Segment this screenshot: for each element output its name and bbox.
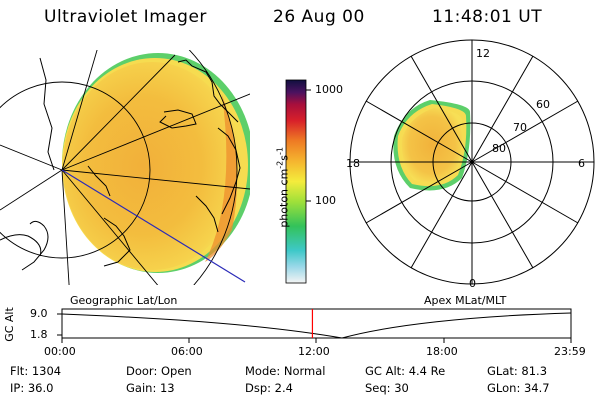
mlt-label-12: 12 bbox=[476, 47, 490, 60]
alt-axis-title: GC Alt bbox=[2, 307, 16, 342]
polar-plot bbox=[349, 39, 595, 285]
apex-map-label: Apex MLat/MLT bbox=[424, 294, 507, 307]
time-tick-2359: 23:59 bbox=[554, 345, 586, 358]
status-mode: Mode: Normal bbox=[245, 364, 326, 378]
lat-label-60: 60 bbox=[536, 98, 550, 111]
instrument-title: Ultraviolet Imager bbox=[44, 7, 207, 27]
geographic-image bbox=[0, 50, 250, 285]
color-bar bbox=[285, 79, 307, 284]
date-label: 26 Aug 00 bbox=[273, 7, 365, 27]
time-tick-0000: 00:00 bbox=[44, 345, 76, 358]
time-tick-0600: 06:00 bbox=[171, 345, 203, 358]
colorbar-tick-1000: 1000 bbox=[315, 83, 343, 96]
lat-label-80: 80 bbox=[492, 142, 506, 155]
status-flt: Flt: 1304 bbox=[10, 364, 62, 378]
alt-tick-9: 9.0 bbox=[30, 307, 48, 320]
status-gain: Gain: 13 bbox=[126, 381, 175, 395]
time-tick-1200: 12:00 bbox=[298, 345, 330, 358]
status-ip: IP: 36.0 bbox=[10, 381, 54, 395]
status-door: Door: Open bbox=[126, 364, 192, 378]
time-tick-1800: 18:00 bbox=[426, 345, 458, 358]
altitude-plot bbox=[57, 308, 572, 343]
mlt-label-18: 18 bbox=[346, 157, 360, 170]
mlt-label-6: 6 bbox=[578, 157, 585, 170]
status-glat: GLat: 81.3 bbox=[487, 364, 548, 378]
colorbar-unit-label: photon cm-2s-1 bbox=[275, 147, 291, 228]
colorbar-tick-100: 100 bbox=[315, 194, 336, 207]
time-label: 11:48:01 UT bbox=[432, 7, 543, 27]
status-dsp: Dsp: 2.4 bbox=[245, 381, 293, 395]
status-gc-alt: GC Alt: 4.4 Re bbox=[365, 364, 446, 378]
lat-label-70: 70 bbox=[513, 121, 527, 134]
status-glon: GLon: 34.7 bbox=[487, 381, 550, 395]
geographic-map-label: Geographic Lat/Lon bbox=[70, 294, 178, 307]
mlt-label-0: 0 bbox=[469, 277, 476, 290]
status-seq: Seq: 30 bbox=[365, 381, 409, 395]
alt-tick-1-8: 1.8 bbox=[30, 328, 48, 341]
